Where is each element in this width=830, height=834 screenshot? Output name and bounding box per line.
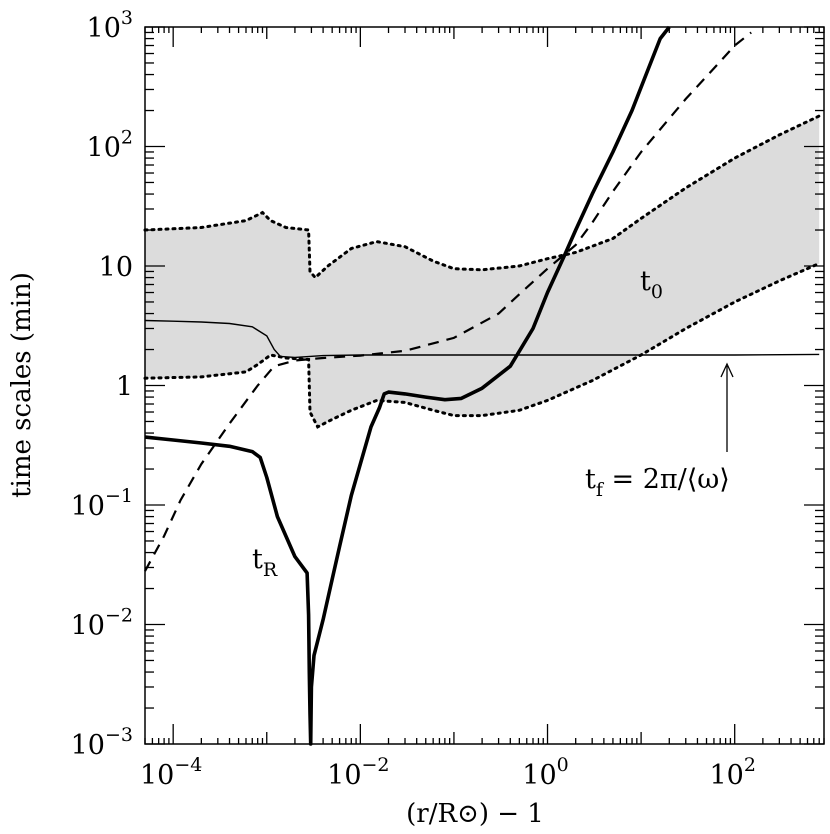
x-tick-label-exp: 2 (744, 754, 756, 776)
annotation-tf-sub: f (596, 479, 605, 501)
x-tick-label: 10−4 (140, 754, 202, 791)
arrow-head (720, 362, 734, 378)
y-tick-label-base: 1 (116, 372, 133, 403)
tick-layer (144, 26, 825, 745)
y-tick-label-base: 10 (71, 491, 105, 522)
band-fill (145, 116, 820, 427)
series-line-tf (144, 319, 820, 359)
annotation-tf-base: t (585, 464, 596, 495)
y-tick-label: 10−2 (71, 605, 133, 642)
series-layer (144, 25, 820, 746)
y-tick-label-exp: 2 (121, 127, 133, 149)
x-tick-label: 100 (522, 754, 568, 791)
series-line-tR (144, 25, 671, 746)
band-lower-line (143, 262, 821, 429)
series-line-dashed (144, 31, 752, 572)
x-tick-label: 10−2 (327, 754, 389, 791)
x-tick-label-base: 10 (140, 760, 174, 791)
y-tick-label: 102 (87, 127, 133, 164)
annotation-tf-arrow (720, 362, 734, 452)
y-tick-label-base: 10 (87, 13, 121, 44)
x-tick-label-exp: −4 (174, 754, 202, 776)
y-tick-label-base: 10 (71, 611, 105, 642)
annotation-tR-sub: R (263, 559, 278, 581)
y-tick-label-base: 10 (99, 252, 133, 283)
y-tick-label-base: 10 (87, 133, 121, 164)
y-tick-label-exp: −3 (105, 724, 133, 746)
x-tick-label-base: 10 (522, 760, 556, 791)
annotation-t0-base: t (640, 266, 651, 297)
annotation-tf: tf = 2π/⟨ω⟩ (585, 464, 730, 501)
x-tick-label-base: 10 (327, 760, 361, 791)
x-tick-label-exp: −2 (362, 754, 390, 776)
y-tick-label-exp: −2 (105, 605, 133, 627)
y-axis-label: time scales (min) (7, 272, 37, 498)
y-tick-label-exp: 3 (121, 7, 133, 29)
y-tick-label: 10−3 (71, 724, 133, 761)
x-tick-label-base: 10 (709, 760, 743, 791)
x-tick-label: 102 (709, 754, 755, 791)
x-axis-label: (r/R⊙) − 1 (406, 799, 544, 829)
y-tick-label-base: 10 (71, 730, 105, 761)
y-tick-label: 103 (87, 7, 133, 44)
annotation-t0: t0 (640, 266, 663, 303)
band-layer (143, 114, 821, 429)
y-tick-label: 1 (116, 372, 133, 403)
annotation-tR: tR (252, 544, 278, 581)
band-upper-line (143, 114, 821, 280)
annotation-t0-sub: 0 (651, 281, 663, 303)
y-tick-label: 10−1 (71, 485, 133, 522)
x-tick-label-exp: 0 (557, 754, 569, 776)
y-tick-label-exp: −1 (105, 485, 133, 507)
y-tick-label: 10 (99, 252, 133, 283)
annotation-tf-rest: = 2π/⟨ω⟩ (603, 464, 730, 495)
annotation-tR-base: t (252, 544, 263, 575)
